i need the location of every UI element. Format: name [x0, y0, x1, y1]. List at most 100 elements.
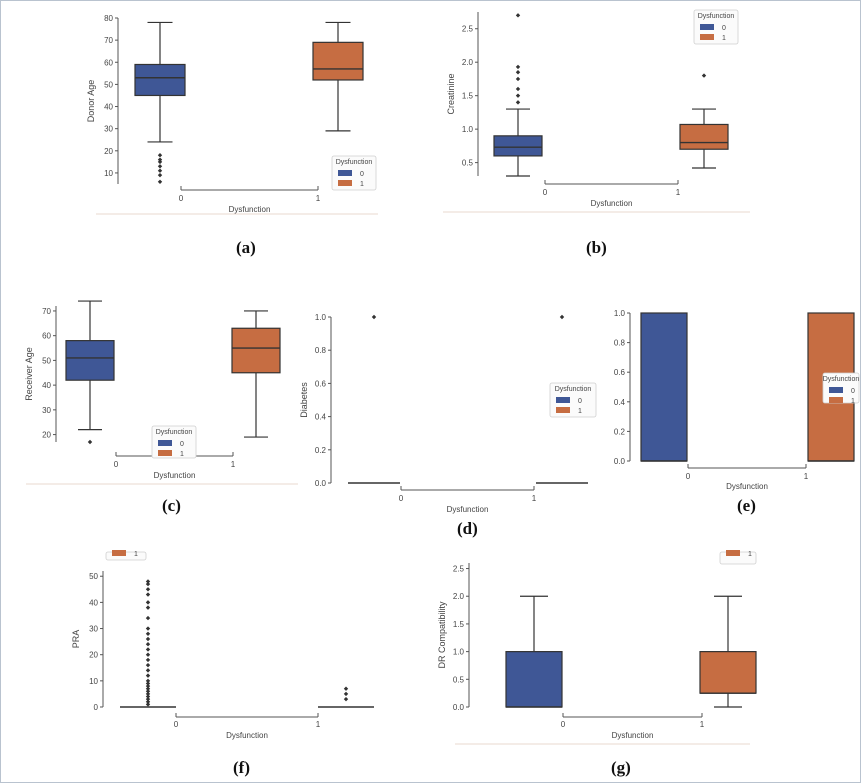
outlier-point [145, 631, 151, 636]
y-tick-label: 0.8 [614, 339, 626, 348]
y-tick-label: 20 [42, 431, 51, 440]
box-0 [120, 579, 176, 708]
box-body [640, 312, 688, 462]
legend-swatch-0 [158, 440, 172, 446]
box-body [312, 41, 364, 81]
outlier-point [515, 70, 521, 75]
y-axis-label: DR Compatibility [437, 601, 447, 669]
box-body [65, 340, 115, 381]
outlier-point [145, 696, 151, 702]
y-tick-label: 2.5 [462, 25, 474, 34]
outlier-point [515, 64, 521, 70]
y-tick-label: 1.0 [453, 648, 465, 657]
box-0 [134, 21, 186, 184]
x-tick-label: 0 [399, 494, 404, 503]
outlier-point [145, 605, 151, 610]
y-tick-label: 0.2 [614, 427, 626, 436]
legend-label-0: 0 [722, 25, 726, 32]
outlier-point [145, 681, 151, 686]
outlier-point [145, 702, 151, 707]
x-axis-label: Dysfunction [591, 199, 633, 208]
legend-swatch-0 [829, 387, 843, 393]
box-1 [679, 73, 729, 169]
y-axis-label: Creatinine [446, 73, 456, 114]
legend-label-0: 0 [578, 398, 582, 405]
box-body [679, 123, 729, 150]
outlier-point [145, 699, 151, 704]
outlier-point [145, 686, 151, 691]
outlier-point [559, 314, 565, 320]
x-tick-label: 1 [804, 472, 809, 481]
caption-e: (e) [737, 496, 756, 515]
legend-swatch-0 [338, 170, 352, 176]
y-tick-label: 60 [42, 332, 51, 341]
legend-label-1: 1 [134, 551, 138, 558]
y-tick-label: 40 [89, 598, 98, 607]
y-tick-label: 2.0 [462, 58, 474, 67]
x-tick-label: 0 [114, 460, 119, 469]
y-axis-label: Donor Age [86, 80, 96, 123]
outlier-point [145, 581, 151, 587]
box-1 [699, 595, 757, 708]
outlier-point [371, 314, 377, 320]
legend-label-1: 1 [748, 551, 752, 558]
chart-f: 0 10 20 30 40 50 PRA 0 1 Dysfunction 1 [71, 550, 374, 740]
y-tick-label: 0.4 [315, 413, 327, 422]
x-tick-label: 1 [231, 460, 236, 469]
box-body [231, 327, 281, 374]
outlier-point [145, 600, 151, 605]
y-tick-label: 70 [104, 36, 113, 45]
x-tick-label: 1 [316, 720, 321, 729]
outlier-point [343, 691, 349, 697]
y-tick-label: 0.4 [614, 398, 626, 407]
outlier-point [157, 164, 163, 169]
legend-swatch-1 [829, 397, 843, 403]
outlier-point [515, 93, 521, 98]
y-tick-label: 50 [89, 572, 98, 581]
outlier-point [157, 168, 163, 173]
chart-e: 0.00.20.40.60.81.00 1DysfunctionDysfuncti… [614, 309, 860, 491]
y-tick-label: 50 [42, 356, 51, 365]
y-axis-label: PRA [71, 630, 81, 649]
y-tick-label: 1.5 [462, 92, 474, 101]
y-tick-label: 0.5 [462, 159, 474, 168]
box-body [493, 135, 543, 157]
outlier-point [515, 76, 521, 82]
box-1 [312, 21, 364, 132]
caption-c: (c) [162, 496, 181, 515]
outlier-point [145, 587, 151, 592]
outlier-point [157, 157, 163, 162]
outlier-point [515, 13, 521, 18]
outlier-point [145, 683, 151, 689]
outlier-point [343, 686, 349, 691]
outlier-point [157, 172, 163, 178]
legend-title: Dysfunction [698, 13, 735, 20]
legend-swatch-0 [700, 24, 714, 30]
x-axis-label: Dysfunction [229, 205, 271, 214]
y-tick-label: 0 [94, 703, 99, 712]
legend-title: Dysfunction [156, 429, 193, 436]
legend-title: Dysfunction [336, 159, 373, 166]
y-tick-label: 0.0 [315, 479, 327, 488]
legend-label-1: 1 [851, 398, 855, 405]
legend-label-1: 1 [722, 35, 726, 42]
y-tick-label: 40 [104, 103, 113, 112]
y-tick-label: 1.5 [453, 620, 465, 629]
box-0 [348, 314, 400, 484]
y-tick-label: 40 [42, 381, 51, 390]
x-tick-label: 0 [561, 720, 566, 729]
box-1 [318, 686, 374, 708]
box-0 [65, 300, 115, 445]
outlier-point [343, 696, 349, 702]
outlier-point [145, 615, 151, 621]
legend-swatch-1 [158, 450, 172, 456]
x-tick-label: 0 [174, 720, 179, 729]
legend-swatch-1 [726, 550, 740, 556]
box-1 [536, 314, 588, 484]
box-body [699, 651, 757, 694]
legend-label-0: 0 [851, 388, 855, 395]
y-axis-label: Receiver Age [24, 347, 34, 401]
x-tick-label: 1 [700, 720, 705, 729]
y-tick-label: 30 [104, 125, 113, 134]
